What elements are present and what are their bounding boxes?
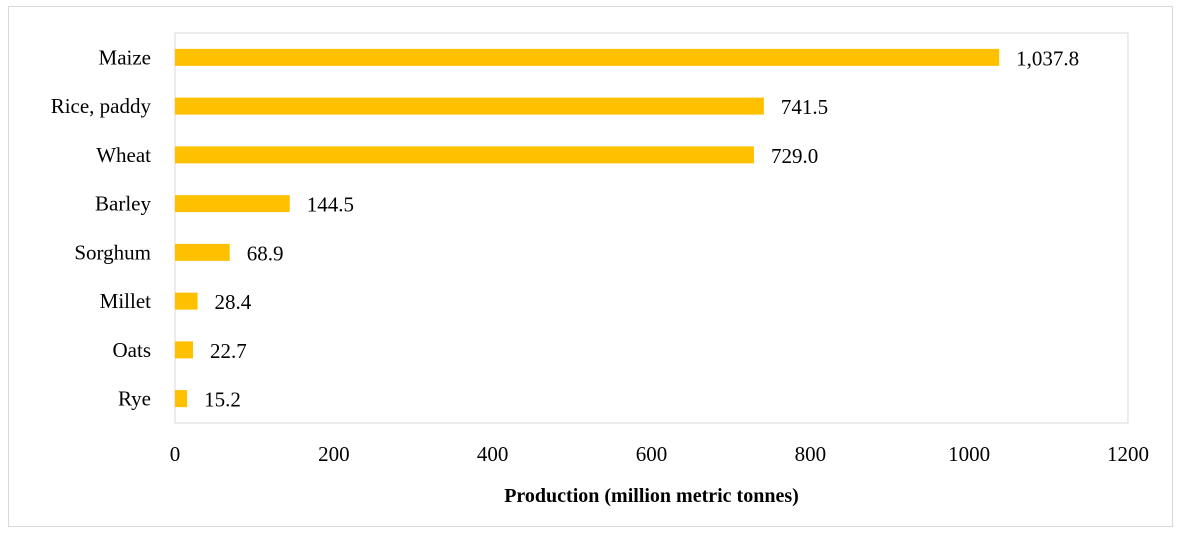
data-label: 28.4	[215, 290, 252, 314]
data-label: 15.2	[204, 388, 241, 412]
category-label: Oats	[113, 338, 152, 362]
data-label: 144.5	[307, 193, 354, 217]
category-label: Maize	[99, 45, 151, 69]
x-tick-label: 1000	[948, 442, 990, 466]
data-label: 22.7	[210, 339, 247, 363]
bar-rice-paddy	[175, 97, 764, 115]
bar-rye	[175, 390, 188, 408]
category-label: Sorghum	[74, 240, 151, 264]
x-tick-label: 200	[318, 442, 350, 466]
data-label: 741.5	[781, 95, 828, 119]
category-label: Millet	[100, 289, 151, 313]
x-tick-label: 0	[170, 442, 181, 466]
chart-frame	[8, 6, 1173, 527]
category-label: Barley	[95, 192, 151, 216]
data-label: 729.0	[771, 144, 818, 168]
category-label: Rye	[118, 387, 151, 411]
x-tick-label: 400	[477, 442, 509, 466]
x-axis-ticks: 0 200 400 600 800 1000 1200	[170, 442, 1149, 466]
bar-wheat	[175, 146, 754, 164]
bar-oats	[175, 341, 194, 359]
data-label: 68.9	[247, 241, 284, 265]
plot-area	[174, 32, 1129, 424]
x-axis-title: Production (million metric tonnes)	[504, 485, 799, 507]
x-tick-label: 800	[795, 442, 827, 466]
category-label: Rice, paddy	[51, 94, 152, 118]
data-labels: 1,037.8 741.5 729.0 144.5 68.9 28.4 22.7 15.2	[204, 46, 1079, 411]
bar-millet	[175, 292, 198, 310]
bars-group	[175, 48, 1000, 408]
plot-border	[174, 32, 1129, 424]
x-tick-label: 1200	[1107, 442, 1149, 466]
bar-maize	[175, 48, 1000, 66]
bar-sorghum	[175, 243, 230, 261]
x-tick-label: 600	[636, 442, 668, 466]
category-label: Wheat	[96, 143, 151, 167]
category-labels: Maize Rice, paddy Wheat Barley Sorghum Millet…	[51, 45, 152, 410]
data-label: 1,037.8	[1016, 46, 1079, 70]
bar-barley	[175, 195, 290, 213]
